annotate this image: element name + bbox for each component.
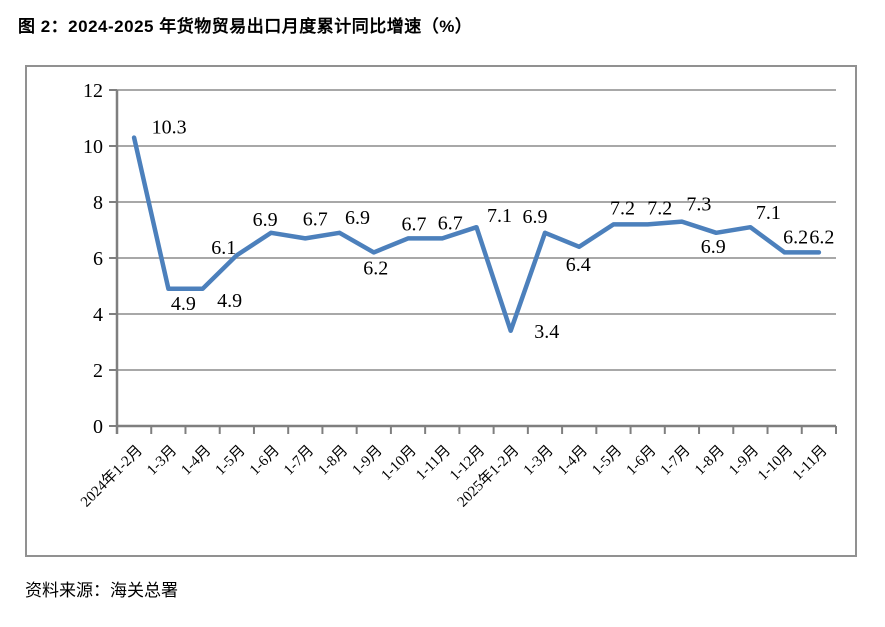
y-axis-label: 4 [93, 304, 103, 326]
x-axis-label: 1-8月 [315, 443, 351, 479]
data-point-label: 6.7 [438, 212, 463, 234]
x-axis-label: 1-3月 [144, 443, 180, 479]
x-axis-label: 1-7月 [281, 443, 317, 479]
x-axis-label: 1-8月 [692, 443, 728, 479]
data-point-label: 7.1 [756, 202, 781, 224]
x-axis-label: 1-3月 [521, 443, 557, 479]
x-axis-label: 1-4月 [555, 443, 591, 479]
x-axis-label: 1-10月 [755, 443, 796, 484]
x-axis-label: 1-4月 [178, 443, 214, 479]
x-axis-label: 1-5月 [213, 443, 249, 479]
data-point-label: 6.1 [211, 237, 236, 259]
data-point-label: 6.9 [345, 207, 370, 229]
y-axis-label: 12 [83, 80, 103, 102]
x-axis-label: 1-11月 [413, 443, 454, 484]
line-chart: 0 2 4 6 8 10 12 10.3 4.9 4.9 6.1 6.9 6.7 6.9 6.2 6.7 6.7… [77, 80, 837, 511]
data-point-label: 10.3 [152, 117, 187, 139]
data-point-label: 7.2 [647, 197, 672, 219]
x-axis-label: 1-6月 [247, 443, 283, 479]
x-axis-label: 2024年1-2月 [77, 442, 146, 511]
data-point-label: 6.2 [783, 226, 808, 248]
data-point-label: 7.1 [487, 205, 512, 227]
x-axis-label: 1-7月 [658, 443, 694, 479]
data-point-label: 6.9 [523, 206, 548, 228]
data-point-label: 6.7 [303, 208, 328, 230]
data-point-label: 3.4 [534, 321, 559, 343]
y-axis-label: 2 [93, 360, 103, 382]
data-point-label: 7.2 [610, 197, 635, 219]
chart-frame: 0 2 4 6 8 10 12 10.3 4.9 4.9 6.1 6.9 6.7 6.9 6.2 6.7 6.7… [25, 65, 857, 557]
data-point-label: 6.9 [701, 236, 726, 258]
data-point-label: 6.7 [402, 213, 427, 235]
data-point-label: 7.3 [686, 194, 711, 216]
x-axis-label: 1-6月 [623, 443, 659, 479]
y-axis-label: 0 [93, 416, 103, 438]
x-axis-label: 1-11月 [790, 443, 831, 484]
data-point-label: 6.9 [253, 209, 278, 231]
data-point-label: 6.4 [566, 254, 591, 276]
x-axis-label: 1-10月 [378, 443, 419, 484]
y-axis-label: 6 [93, 248, 103, 270]
y-axis-label: 8 [93, 192, 103, 214]
data-point-label: 4.9 [171, 293, 196, 315]
y-axis-label: 10 [83, 136, 103, 158]
x-axis-label: 1-5月 [589, 443, 625, 479]
data-point-label: 6.2 [363, 257, 388, 279]
data-series-line [131, 135, 822, 334]
figure-title: 图 2：2024-2025 年货物贸易出口月度累计同比增速（%） [18, 17, 473, 36]
source-note: 资料来源：海关总署 [25, 581, 178, 600]
data-point-label: 4.9 [217, 290, 242, 312]
data-point-label: 6.2 [809, 226, 834, 248]
